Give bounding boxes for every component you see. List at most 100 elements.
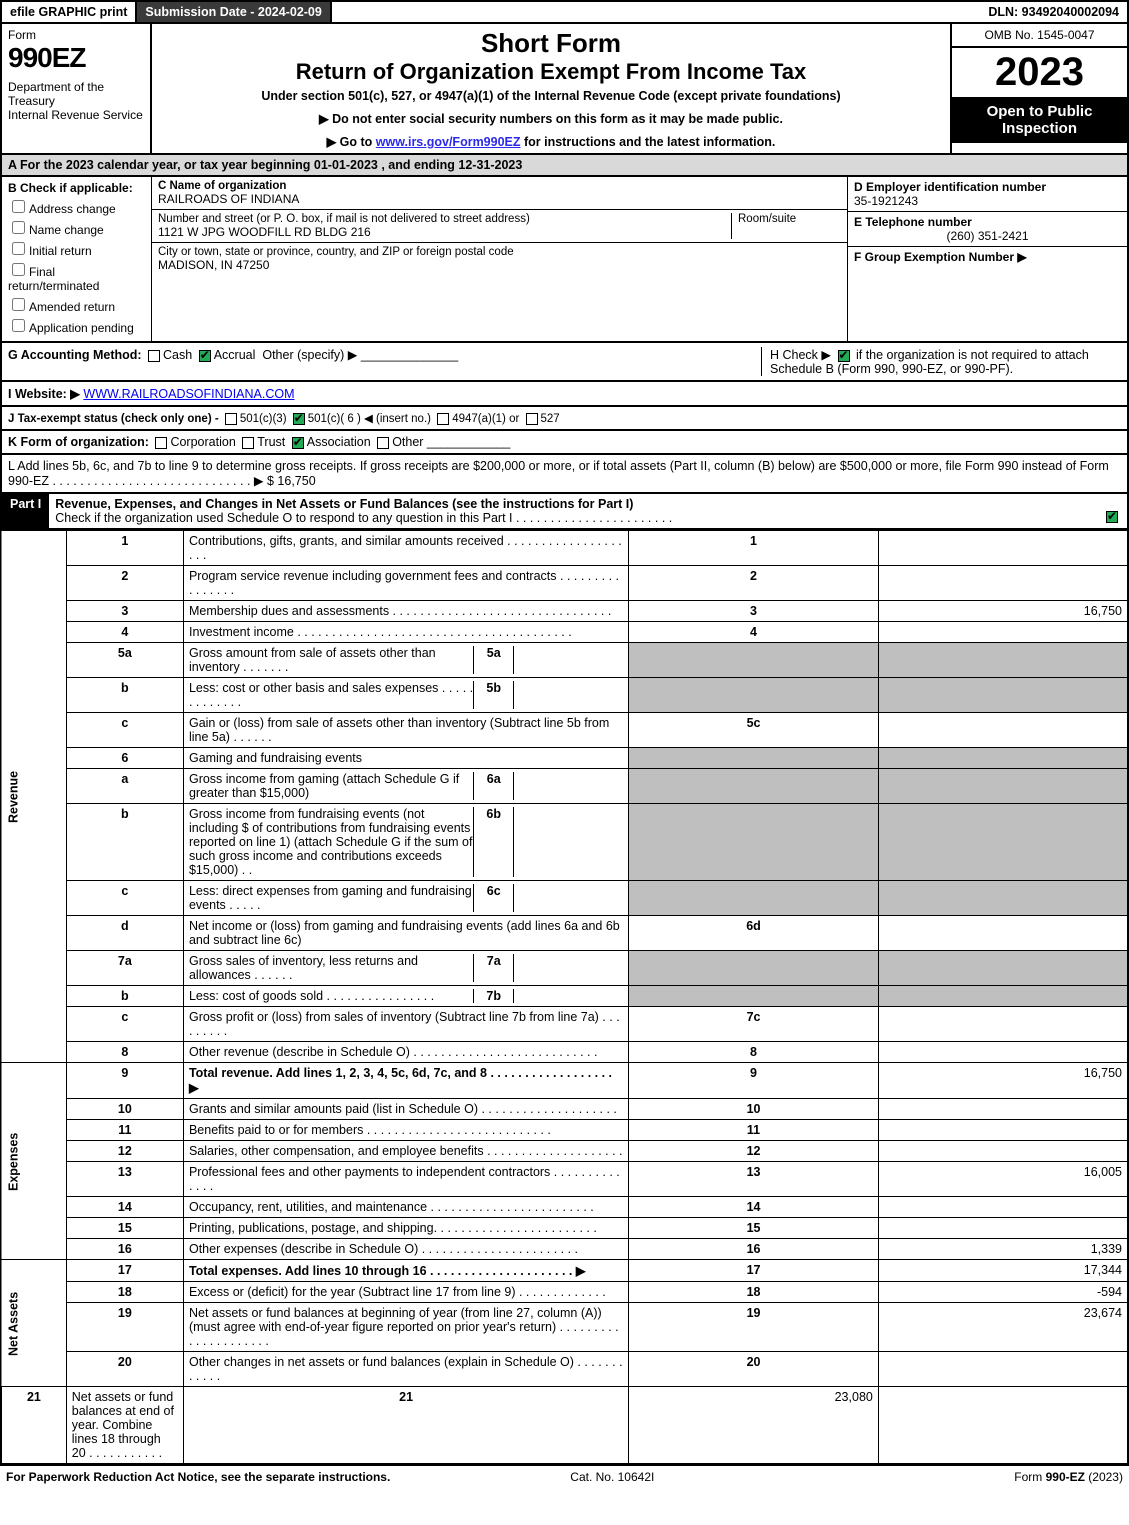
section-def: D Employer identification number 35-1921…: [847, 177, 1127, 341]
part1-schedo-chk[interactable]: [1106, 511, 1118, 523]
table-row: 4Investment income . . . . . . . . . . .…: [1, 622, 1128, 643]
b-opt-amended[interactable]: Amended return: [8, 295, 145, 314]
irs-link[interactable]: www.irs.gov/Form990EZ: [376, 135, 521, 149]
line-desc: Net assets or fund balances at beginning…: [183, 1303, 628, 1352]
line-desc: Gain or (loss) from sale of assets other…: [183, 713, 628, 748]
line-num: 12: [66, 1141, 183, 1162]
line-ref-grey: [629, 951, 879, 986]
g-other: Other (specify) ▶: [262, 348, 357, 362]
table-row: 5aGross amount from sale of assets other…: [1, 643, 1128, 678]
line-val: [878, 1120, 1128, 1141]
b-chk-name[interactable]: [12, 221, 25, 234]
b-chk-address[interactable]: [12, 200, 25, 213]
table-row: 6Gaming and fundraising events: [1, 748, 1128, 769]
line-ref: 14: [629, 1197, 879, 1218]
page-footer: For Paperwork Reduction Act Notice, see …: [0, 1465, 1129, 1488]
line-val-grey: [878, 951, 1128, 986]
line-ref: 16: [629, 1239, 879, 1260]
j-501c3-chk[interactable]: [225, 413, 237, 425]
j-4947-chk[interactable]: [437, 413, 449, 425]
line-val: 16,750: [878, 1063, 1128, 1099]
line-ref-grey: [629, 986, 879, 1007]
g-cash-chk[interactable]: [148, 350, 160, 362]
l-value: 16,750: [277, 474, 315, 488]
b-label: B Check if applicable:: [8, 181, 145, 195]
subline-num: 6a: [473, 772, 513, 800]
line-ref: 9: [629, 1063, 879, 1099]
b-opt-initial[interactable]: Initial return: [8, 239, 145, 258]
b-chk-pending[interactable]: [12, 319, 25, 332]
k-label: K Form of organization:: [8, 435, 149, 449]
line-ref: 1: [629, 531, 879, 566]
f-label: F Group Exemption Number ▶: [854, 250, 1027, 264]
g-cash: Cash: [163, 348, 192, 362]
table-row: 10Grants and similar amounts paid (list …: [1, 1099, 1128, 1120]
side-revenue: Revenue: [1, 531, 66, 1063]
line-desc: Net income or (loss) from gaming and fun…: [183, 916, 628, 951]
line-desc: Printing, publications, postage, and shi…: [183, 1218, 628, 1239]
k-corp-chk[interactable]: [155, 437, 167, 449]
line-num: b: [66, 678, 183, 713]
b-chk-initial[interactable]: [12, 242, 25, 255]
line-val: [878, 1352, 1128, 1387]
b-opt-pending[interactable]: Application pending: [8, 316, 145, 335]
table-row: Net Assets17Total expenses. Add lines 10…: [1, 1260, 1128, 1282]
line-val: [878, 531, 1128, 566]
table-row: 2Program service revenue including gover…: [1, 566, 1128, 601]
line-ref-grey: [629, 881, 879, 916]
subline-val: [513, 772, 623, 800]
c-street-label: Number and street (or P. O. box, if mail…: [158, 213, 731, 225]
k-trust-chk[interactable]: [242, 437, 254, 449]
k-other: Other: [392, 435, 423, 449]
line-desc: Professional fees and other payments to …: [183, 1162, 628, 1197]
line-desc: Gross profit or (loss) from sales of inv…: [183, 1007, 628, 1042]
line-desc: Gross income from gaming (attach Schedul…: [183, 769, 628, 804]
line-num: a: [66, 769, 183, 804]
line-ref: 4: [629, 622, 879, 643]
subline-val: [513, 681, 623, 709]
k-assoc-chk[interactable]: [292, 437, 304, 449]
b-opt-address[interactable]: Address change: [8, 197, 145, 216]
line-ref: 13: [629, 1162, 879, 1197]
line-ref: 12: [629, 1141, 879, 1162]
top-bar: efile GRAPHIC print Submission Date - 20…: [0, 0, 1129, 24]
org-street: 1121 W JPG WOODFILL RD BLDG 216: [158, 225, 731, 239]
omb-number: OMB No. 1545-0047: [952, 24, 1127, 48]
b-opt-final[interactable]: Final return/terminated: [8, 260, 145, 293]
line-num: 20: [66, 1352, 183, 1387]
part1-tab: Part I: [2, 494, 49, 528]
line-ref: 20: [629, 1352, 879, 1387]
table-row: dNet income or (loss) from gaming and fu…: [1, 916, 1128, 951]
b-opt-address-label: Address change: [29, 202, 116, 216]
form-header: Form 990EZ Department of the Treasury In…: [0, 24, 1129, 155]
table-row: bGross income from fundraising events (n…: [1, 804, 1128, 881]
line-num: 11: [66, 1120, 183, 1141]
line-j: J Tax-exempt status (check only one) - 5…: [0, 407, 1129, 431]
j-501c-chk[interactable]: [293, 413, 305, 425]
table-row: 18Excess or (deficit) for the year (Subt…: [1, 1282, 1128, 1303]
j-501c: 501(c)( 6 ) ◀ (insert no.): [308, 413, 431, 425]
b-chk-final[interactable]: [12, 263, 25, 276]
b-chk-amended[interactable]: [12, 298, 25, 311]
line-val-grey: [878, 881, 1128, 916]
subline-num: 5b: [473, 681, 513, 709]
line-num: c: [66, 881, 183, 916]
line-num: 19: [66, 1303, 183, 1352]
h-chk[interactable]: [838, 350, 850, 362]
table-row: Expenses9Total revenue. Add lines 1, 2, …: [1, 1063, 1128, 1099]
efile-print[interactable]: efile GRAPHIC print: [2, 2, 137, 22]
line-num: b: [66, 804, 183, 881]
line-val: 23,080: [629, 1387, 879, 1465]
website-link[interactable]: WWW.RAILROADSOFINDIANA.COM: [83, 387, 294, 401]
line-num: 8: [66, 1042, 183, 1063]
table-row: 3Membership dues and assessments . . . .…: [1, 601, 1128, 622]
part1-header: Part I Revenue, Expenses, and Changes in…: [0, 494, 1129, 530]
k-other-chk[interactable]: [377, 437, 389, 449]
j-527-chk[interactable]: [526, 413, 538, 425]
b-opt-name[interactable]: Name change: [8, 218, 145, 237]
line-desc: Total revenue. Add lines 1, 2, 3, 4, 5c,…: [183, 1063, 628, 1099]
line-val: [878, 1197, 1128, 1218]
line-ref: 7c: [629, 1007, 879, 1042]
line-val-grey: [878, 748, 1128, 769]
g-accrual-chk[interactable]: [199, 350, 211, 362]
